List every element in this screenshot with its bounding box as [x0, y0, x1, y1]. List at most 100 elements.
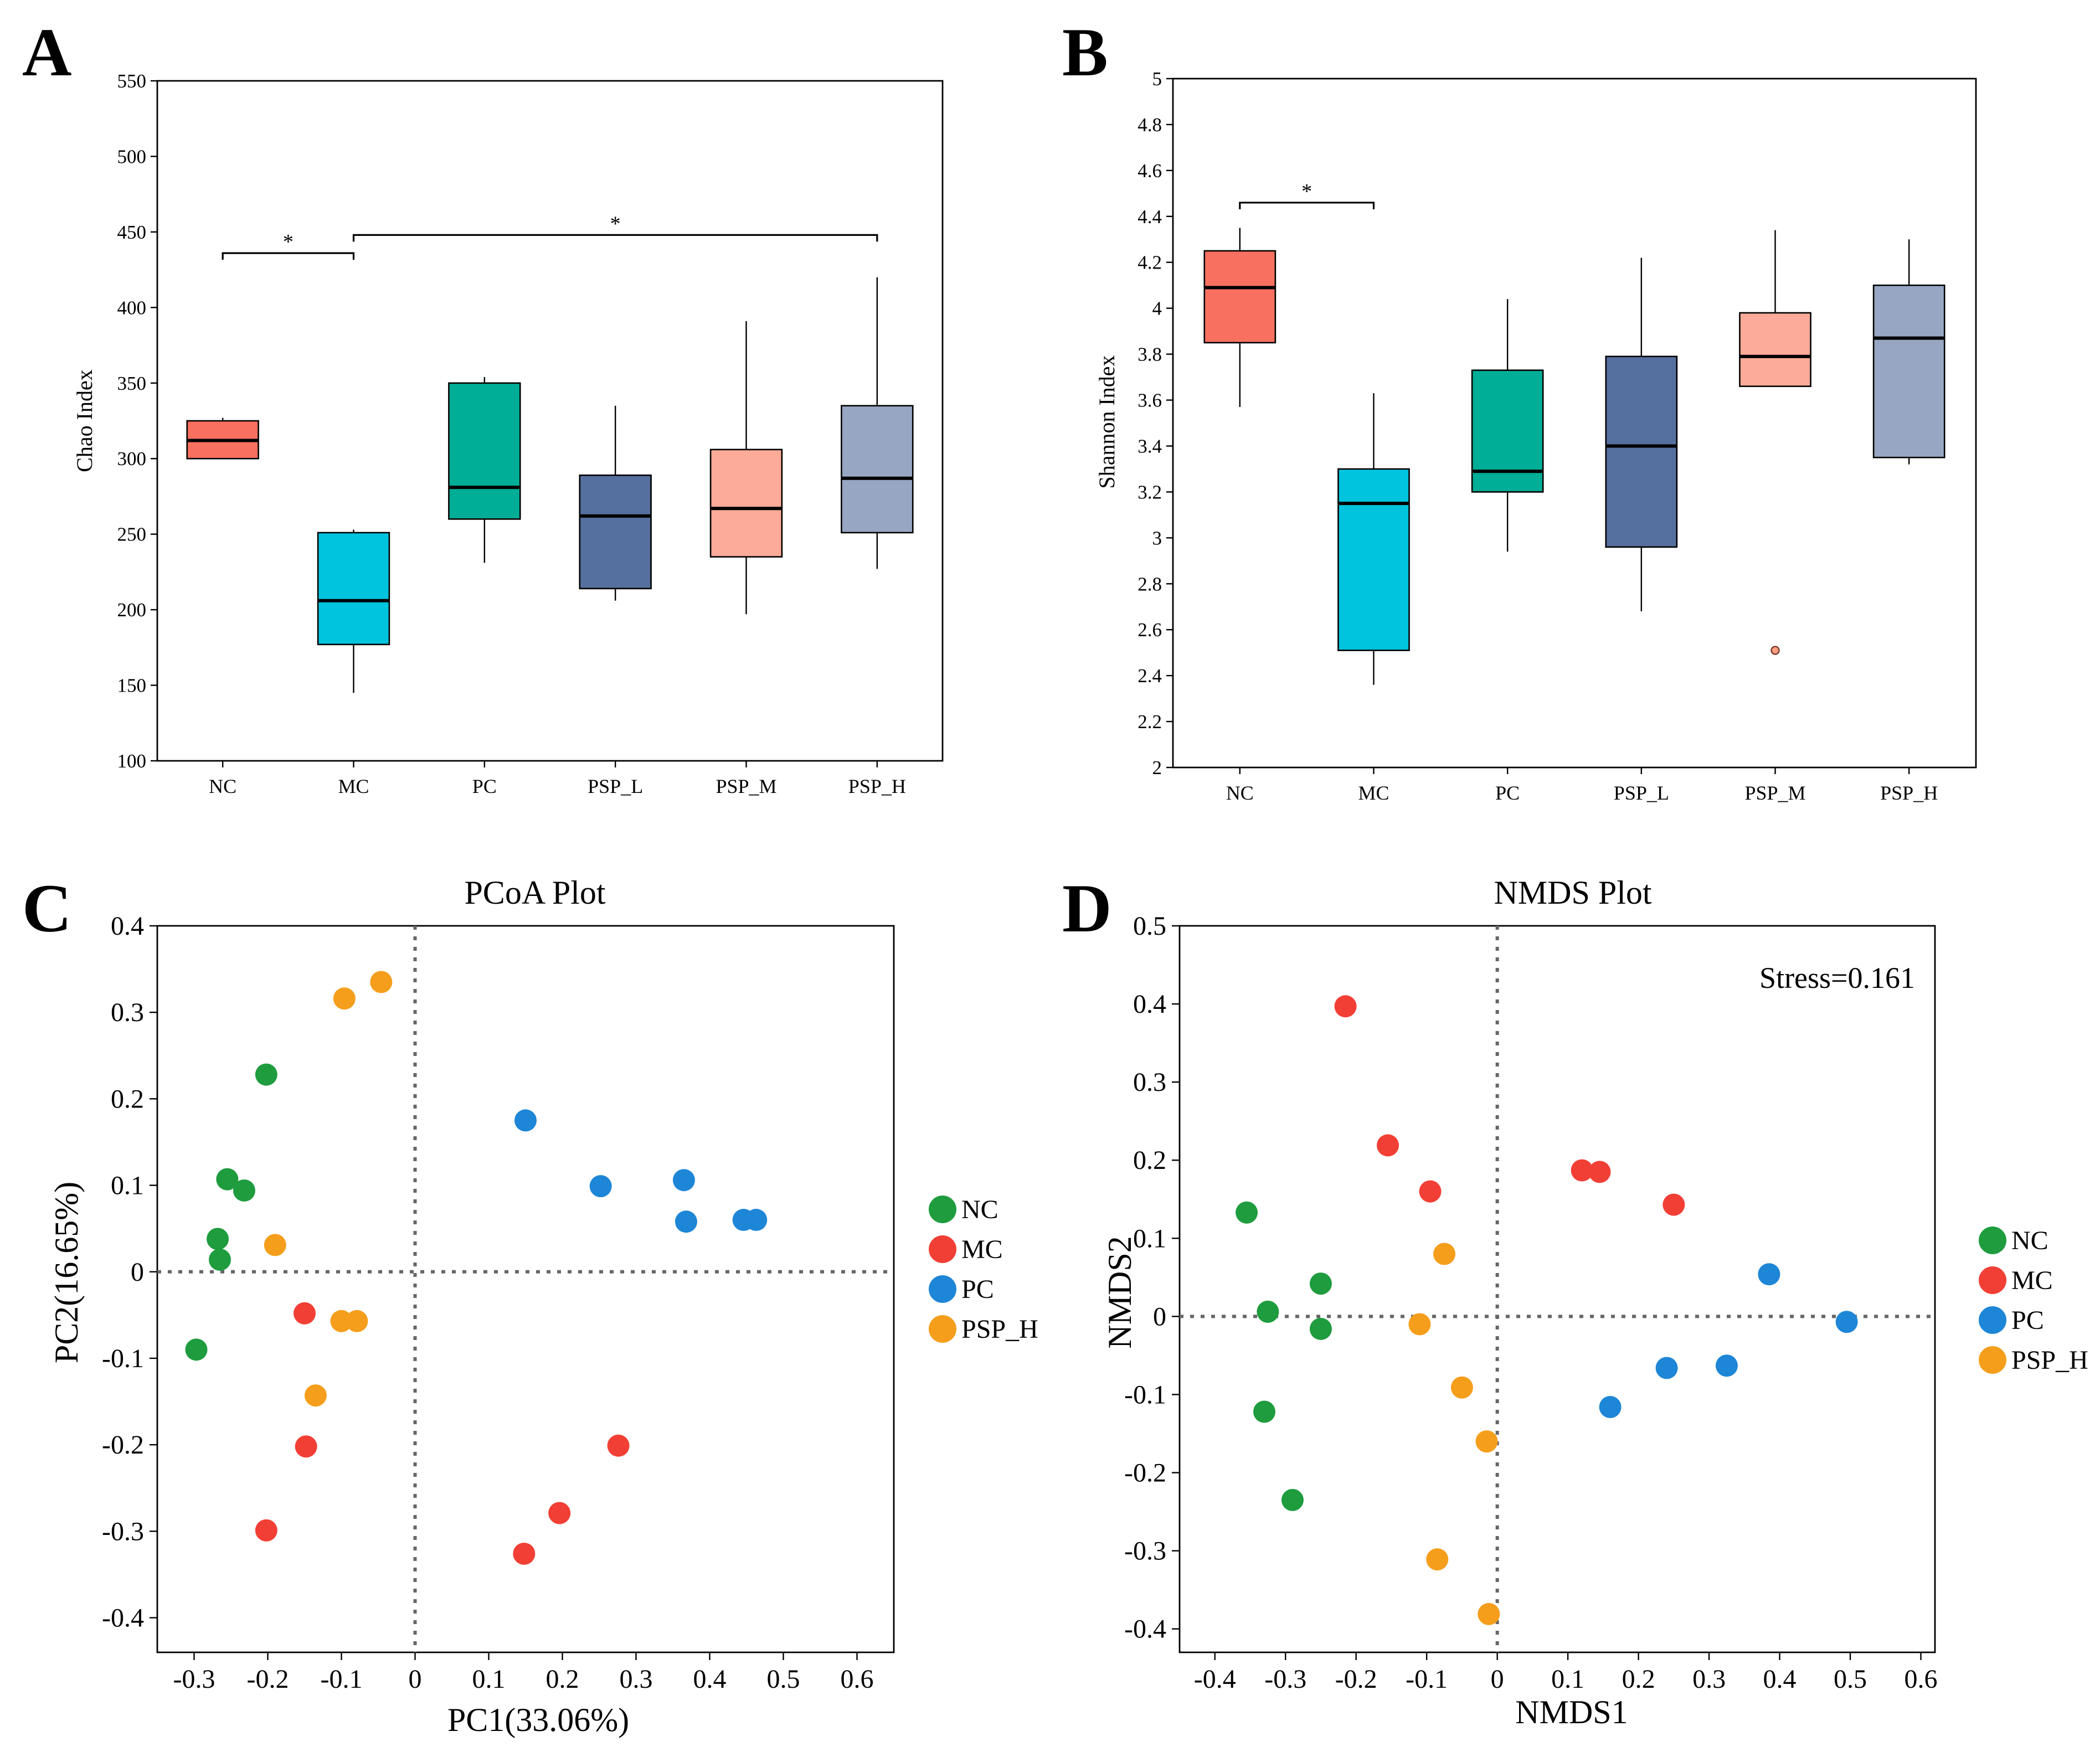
- data-point: [1426, 1548, 1449, 1571]
- chart-title: NMDS Plot: [1494, 874, 1651, 911]
- y-tick-label: 250: [117, 524, 147, 545]
- iqr-box: [1872, 284, 1945, 458]
- y-axis-title: PC2(16.65%): [48, 1182, 85, 1363]
- legend: NC MC PC PSP_H: [929, 1195, 1038, 1344]
- boxes: [186, 277, 914, 693]
- y-tick-label: 350: [117, 373, 147, 394]
- plot-frame: [1178, 925, 1936, 1653]
- y-tick-label: 0.2: [111, 1084, 144, 1114]
- iqr-box: [1605, 355, 1678, 548]
- box-pc: [448, 377, 521, 563]
- panel-label-d: D: [1062, 870, 1112, 946]
- box-psp-l: [1605, 257, 1678, 612]
- y-tick-label: 100: [117, 750, 147, 772]
- significance-bracket: [222, 252, 355, 260]
- y-axis: 100 150 200 250 300 350 400 450 500 550: [117, 70, 157, 772]
- y-tick-label: 0.3: [111, 998, 144, 1027]
- series-nc: [185, 1063, 277, 1361]
- data-point: [209, 1248, 231, 1271]
- y-tick-label: 2.8: [1138, 573, 1162, 595]
- box-psp-m: [1739, 230, 1811, 387]
- data-point: [304, 1384, 327, 1407]
- iqr-box: [1471, 369, 1544, 493]
- box-nc: [186, 418, 259, 460]
- x-tick-label: 0.5: [767, 1665, 800, 1694]
- iqr-box: [448, 382, 521, 520]
- data-point: [1478, 1602, 1500, 1625]
- iqr-box: [1337, 468, 1410, 651]
- x-tick-label: PSP_M: [1744, 782, 1805, 804]
- legend-marker: [1979, 1346, 2006, 1374]
- x-tick-label: -0.1: [1406, 1665, 1448, 1694]
- data-point: [294, 1302, 316, 1325]
- x-axis-title: PC1(33.06%): [447, 1702, 629, 1738]
- box-pc: [1471, 299, 1544, 552]
- series-mc: [1334, 995, 1685, 1216]
- legend-marker: [1979, 1306, 2006, 1334]
- y-tick-label: 0.1: [1133, 1224, 1166, 1253]
- significance-brackets: **: [222, 212, 878, 260]
- legend-marker: [1979, 1266, 2006, 1294]
- legend-marker: [929, 1235, 956, 1263]
- x-tick-label: MC: [1358, 782, 1389, 804]
- y-tick-label: 200: [117, 599, 147, 621]
- data-point: [1408, 1313, 1431, 1336]
- y-axis-title: Chao Index: [72, 369, 97, 472]
- y-tick-label: -0.4: [102, 1604, 144, 1633]
- box-psp-l: [579, 405, 652, 601]
- panel-label-a: A: [22, 14, 72, 90]
- y-tick-label: 3: [1152, 527, 1162, 549]
- legend-item-psp-h: PSP_H: [929, 1315, 1038, 1344]
- x-tick-label: PC: [1495, 782, 1520, 804]
- iqr-box: [841, 405, 914, 534]
- legend-item-nc: NC: [929, 1195, 998, 1224]
- x-tick-label: PSP_L: [1614, 782, 1669, 804]
- data-point: [207, 1228, 229, 1250]
- shannon-index-boxplot: 2 2.2 2.4 2.6 2.8 3 3.2 3.4 3.6 3.8 4 4.2 4.4 4.6 4.8 5…: [1094, 68, 1977, 804]
- y-tick-label: 4.4: [1138, 206, 1162, 228]
- significance-star: *: [610, 212, 621, 235]
- y-tick-label: 4.6: [1138, 160, 1162, 182]
- x-tick-label: NC: [1226, 782, 1254, 804]
- data-point: [370, 971, 393, 993]
- x-tick-label: 0.3: [620, 1665, 653, 1694]
- y-tick-label: 400: [117, 297, 147, 318]
- panel-label-b: B: [1062, 14, 1108, 90]
- y-tick-label: 0: [131, 1258, 144, 1287]
- x-tick-label: PSP_M: [716, 775, 776, 797]
- x-tick-label: PSP_H: [1880, 782, 1938, 804]
- data-point: [514, 1109, 537, 1132]
- x-axis: -0.4 -0.3 -0.2 -0.1 0 0.1 0.2 0.3 0.4 0.5 0.6: [1194, 1652, 1938, 1694]
- y-tick-label: 500: [117, 146, 147, 167]
- significance-bracket: [352, 234, 878, 242]
- data-point: [346, 1310, 368, 1332]
- x-tick-label: PSP_H: [848, 775, 906, 797]
- y-tick-label: -0.2: [1124, 1459, 1166, 1488]
- legend-label: NC: [2011, 1226, 2048, 1255]
- panel-label-c: C: [22, 870, 72, 946]
- nmds-scatter: NMDS Plot -0.4 -0.3 -0.2 -0.1 0 0.1 0.2 0.3 0.4 0…: [1102, 874, 2088, 1730]
- points: [185, 971, 768, 1565]
- x-tick-label: 0: [1491, 1665, 1504, 1694]
- y-tick-label: 2.2: [1138, 711, 1162, 733]
- x-tick-label: 0.6: [841, 1665, 874, 1694]
- data-point: [264, 1234, 286, 1256]
- x-tick-label: 0: [409, 1665, 422, 1694]
- data-point: [745, 1209, 768, 1231]
- y-tick-label: 0.1: [111, 1171, 144, 1200]
- data-point: [1309, 1272, 1332, 1295]
- x-tick-label: -0.3: [173, 1665, 215, 1694]
- data-point: [330, 1310, 353, 1332]
- data-point: [216, 1168, 239, 1191]
- y-tick-label: 450: [117, 221, 147, 243]
- plot-frame: [1172, 78, 1977, 769]
- x-tick-label: 0.4: [693, 1665, 727, 1694]
- y-tick-label: -0.2: [102, 1430, 144, 1460]
- plot-frame: [156, 80, 944, 762]
- x-axis-title: NMDS1: [1515, 1694, 1628, 1730]
- legend-item-nc: NC: [1979, 1226, 2048, 1255]
- data-point: [255, 1519, 277, 1542]
- x-tick-label: 0.4: [1763, 1665, 1797, 1694]
- x-axis: NC MC PC PSP_L PSP_M PSP_H: [1226, 767, 1938, 804]
- iqr-box: [1203, 250, 1277, 344]
